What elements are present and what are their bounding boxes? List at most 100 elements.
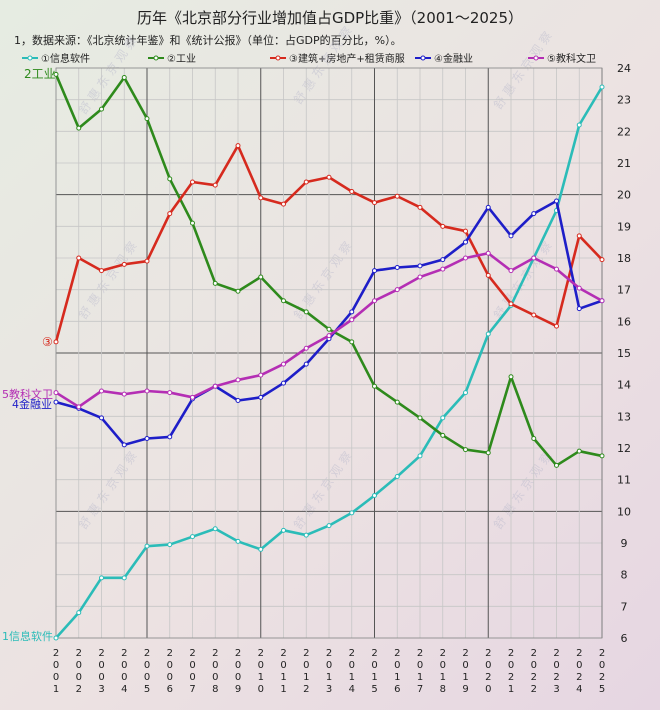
data-point xyxy=(554,323,559,329)
data-point xyxy=(349,317,355,323)
legend: ①信息软件 ②工业 ③建筑+房地产+租赁商服 ④金融业 ⑤教科文卫 xyxy=(22,52,596,65)
data-point xyxy=(463,239,468,245)
watermark-text: 舒 惠 东 京 观 察 xyxy=(291,449,355,532)
data-point xyxy=(394,193,400,199)
data-point xyxy=(372,200,377,206)
y-tick-label: 20 xyxy=(617,189,631,202)
data-point xyxy=(394,265,400,270)
series-group xyxy=(53,71,605,641)
data-point xyxy=(417,274,423,280)
data-point xyxy=(212,526,218,532)
y-tick-label: 18 xyxy=(617,252,631,265)
data-point xyxy=(326,174,332,180)
data-point xyxy=(53,71,59,77)
data-point xyxy=(485,331,491,337)
data-point xyxy=(303,309,309,315)
data-point xyxy=(303,179,309,185)
y-tick-label: 7 xyxy=(621,600,628,613)
data-point xyxy=(144,258,150,264)
data-point xyxy=(531,211,537,217)
data-point xyxy=(235,377,241,383)
data-point xyxy=(463,447,468,453)
data-point xyxy=(167,176,173,182)
data-point xyxy=(258,546,264,552)
data-point xyxy=(144,436,150,441)
y-tick-label: 16 xyxy=(617,315,631,328)
data-point xyxy=(53,635,59,641)
y-tick-label: 17 xyxy=(617,284,631,297)
data-point xyxy=(281,298,286,304)
data-point xyxy=(394,287,400,293)
data-point xyxy=(167,542,173,548)
data-point xyxy=(508,301,514,307)
data-point xyxy=(394,399,400,405)
data-point xyxy=(599,453,605,459)
series-annotation: 5教科文卫 xyxy=(2,387,53,401)
data-point xyxy=(121,442,127,448)
data-point xyxy=(258,274,264,280)
legend-marker xyxy=(533,55,539,61)
plot-frame xyxy=(55,67,603,639)
data-point xyxy=(576,448,582,454)
data-point xyxy=(99,268,104,274)
data-point xyxy=(76,404,82,410)
data-point xyxy=(485,204,491,210)
legend-marker xyxy=(275,55,281,61)
data-point xyxy=(372,268,377,274)
data-point xyxy=(121,575,127,581)
data-point xyxy=(121,261,127,267)
data-point xyxy=(531,255,537,261)
data-point xyxy=(235,398,241,403)
legend-label: ④金融业 xyxy=(434,52,473,65)
data-point xyxy=(144,116,150,122)
watermark-text: 舒 惠 东 京 观 察 xyxy=(76,449,140,532)
data-point xyxy=(576,122,582,128)
data-point xyxy=(303,361,309,367)
data-point xyxy=(76,125,82,131)
data-point xyxy=(485,450,491,456)
data-point xyxy=(190,179,195,185)
data-point xyxy=(554,266,559,272)
chart-title: 历年《北京部分行业增加值占GDP比重》（2001～2025） xyxy=(137,9,523,27)
data-point xyxy=(485,250,491,256)
data-point xyxy=(508,374,514,380)
data-point xyxy=(99,388,104,394)
data-point xyxy=(212,280,218,286)
legend-marker xyxy=(420,55,426,61)
y-tick-label: 11 xyxy=(617,474,631,487)
data-point xyxy=(53,339,59,345)
y-tick-label: 19 xyxy=(617,220,631,233)
watermark-group: 舒 惠 东 京 观 察舒 惠 东 京 观 察舒 惠 东 京 观 察舒 惠 东 京… xyxy=(76,24,555,532)
data-point xyxy=(485,272,491,278)
data-point xyxy=(53,399,59,405)
data-point xyxy=(372,493,377,498)
legend-marker xyxy=(153,55,159,61)
data-point xyxy=(417,204,423,210)
series-annotation: 2工业 xyxy=(24,67,56,81)
data-point xyxy=(235,538,241,544)
data-point xyxy=(326,333,332,339)
data-point xyxy=(349,309,355,315)
data-point xyxy=(258,394,264,400)
data-point xyxy=(554,462,559,468)
data-point xyxy=(144,543,150,549)
data-point xyxy=(281,527,286,533)
data-point xyxy=(212,383,218,389)
data-point xyxy=(76,610,82,616)
legend-marker xyxy=(27,55,33,61)
data-point xyxy=(258,195,264,201)
data-point xyxy=(394,474,400,479)
series-annotation: 4金融业 xyxy=(12,397,52,411)
